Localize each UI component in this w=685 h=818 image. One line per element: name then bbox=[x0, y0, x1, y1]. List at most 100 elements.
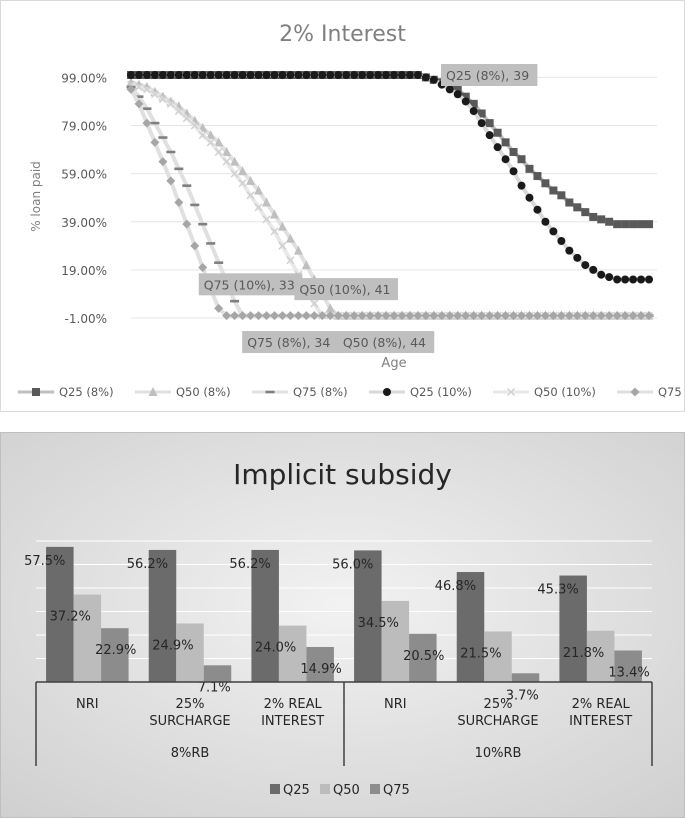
data-point bbox=[301, 260, 311, 270]
data-point bbox=[644, 311, 654, 321]
data-point bbox=[612, 311, 622, 321]
data-point bbox=[150, 121, 160, 125]
data-point bbox=[573, 253, 582, 262]
data-point bbox=[413, 71, 422, 79]
series-q25-10 bbox=[127, 71, 654, 284]
data-point bbox=[206, 242, 216, 245]
bar-chart-panel: Implicit subsidy 57.5% 37.2% 22.9% 56.2% 24.9… bbox=[0, 432, 685, 818]
data-point bbox=[214, 147, 223, 157]
data-label: 13.4% bbox=[608, 666, 649, 681]
data-point bbox=[365, 311, 375, 321]
category-label: 25% SURCHARGE bbox=[457, 697, 538, 729]
bar-q75 bbox=[511, 673, 540, 682]
data-point bbox=[524, 311, 534, 321]
annotation-box bbox=[337, 331, 435, 354]
data-point bbox=[206, 138, 215, 147]
data-label: 24.0% bbox=[255, 641, 296, 656]
data-point bbox=[556, 311, 566, 321]
data-point bbox=[493, 311, 503, 321]
legend-item-q50: Q50 bbox=[320, 783, 360, 798]
annotation-text: Q75 (8%), 34 bbox=[247, 335, 330, 350]
data-point bbox=[645, 275, 654, 284]
data-point bbox=[597, 270, 606, 279]
data-point bbox=[326, 71, 335, 79]
y-tick-label: 99.00% bbox=[61, 71, 107, 85]
data-point bbox=[142, 85, 151, 94]
data-point bbox=[540, 311, 550, 321]
data-point bbox=[501, 138, 510, 147]
data-point bbox=[334, 71, 343, 79]
data-point bbox=[597, 215, 606, 224]
data-point bbox=[166, 176, 176, 186]
data-point bbox=[374, 71, 383, 79]
data-point bbox=[238, 166, 248, 176]
data-point bbox=[214, 261, 224, 264]
data-point bbox=[461, 97, 470, 106]
data-point bbox=[317, 311, 327, 321]
data-point bbox=[190, 241, 200, 251]
category-label: 25% SURCHARGE bbox=[149, 697, 230, 729]
data-point bbox=[230, 156, 240, 166]
x-axis-label: Age bbox=[381, 356, 406, 371]
data-point bbox=[501, 311, 511, 321]
data-point bbox=[254, 185, 264, 195]
data-point bbox=[581, 208, 590, 217]
data-point bbox=[286, 71, 295, 79]
data-point bbox=[381, 311, 391, 321]
data-point bbox=[405, 311, 415, 321]
annotation-text: Q50 (8%), 44 bbox=[343, 335, 426, 350]
data-point bbox=[270, 71, 279, 79]
data-point bbox=[182, 71, 191, 79]
data-point bbox=[605, 273, 614, 282]
data-point bbox=[548, 311, 558, 321]
data-point bbox=[477, 311, 487, 321]
data-point bbox=[333, 311, 343, 321]
bar-q25 bbox=[559, 575, 587, 682]
legend-item-q50-10: Q50 (10%) bbox=[493, 385, 596, 399]
data-point bbox=[127, 71, 135, 79]
data-point bbox=[214, 303, 224, 313]
category-label-line: SURCHARGE bbox=[457, 714, 538, 729]
data-point bbox=[309, 311, 319, 321]
data-point bbox=[628, 311, 638, 321]
data-point bbox=[190, 203, 200, 207]
data-point bbox=[150, 71, 159, 79]
data-point bbox=[557, 237, 566, 246]
data-label: 34.5% bbox=[358, 616, 399, 631]
category-label: 2% REAL INTEREST bbox=[261, 697, 324, 729]
data-point bbox=[453, 85, 462, 94]
data-point bbox=[198, 131, 207, 140]
data-point bbox=[509, 147, 518, 156]
legend-item-q50-8: Q50 (8%) bbox=[135, 385, 231, 399]
data-point bbox=[581, 261, 590, 270]
category-label-line: NRI bbox=[384, 697, 407, 712]
data-point bbox=[620, 311, 630, 321]
data-point bbox=[413, 311, 423, 321]
legend-item-q75-8: Q75 (8%) bbox=[252, 385, 348, 399]
data-point bbox=[150, 90, 159, 99]
data-point bbox=[182, 219, 192, 229]
data-point bbox=[469, 311, 479, 321]
bar-q75 bbox=[306, 646, 334, 682]
group-label: 8%RB bbox=[171, 746, 210, 761]
data-point bbox=[325, 303, 335, 313]
data-point bbox=[254, 71, 263, 79]
bar-q50 bbox=[381, 600, 410, 682]
data-point bbox=[198, 262, 208, 272]
data-point bbox=[621, 275, 630, 284]
legend-label: Q50 (8%) bbox=[176, 385, 231, 399]
data-label: 56.2% bbox=[229, 557, 270, 572]
data-point bbox=[166, 71, 175, 79]
data-point bbox=[485, 131, 494, 140]
data-point bbox=[269, 311, 279, 321]
data-point bbox=[269, 209, 279, 219]
data-point bbox=[564, 311, 574, 321]
data-point bbox=[262, 215, 271, 224]
data-point bbox=[174, 167, 184, 171]
annotation-label: Q50 (10%), 41 bbox=[294, 278, 398, 301]
category-label-line: 2% REAL bbox=[264, 697, 323, 712]
data-point bbox=[445, 85, 454, 94]
data-point bbox=[230, 311, 240, 321]
legend-label: Q25 (10%) bbox=[410, 385, 472, 399]
data-point bbox=[206, 71, 215, 79]
